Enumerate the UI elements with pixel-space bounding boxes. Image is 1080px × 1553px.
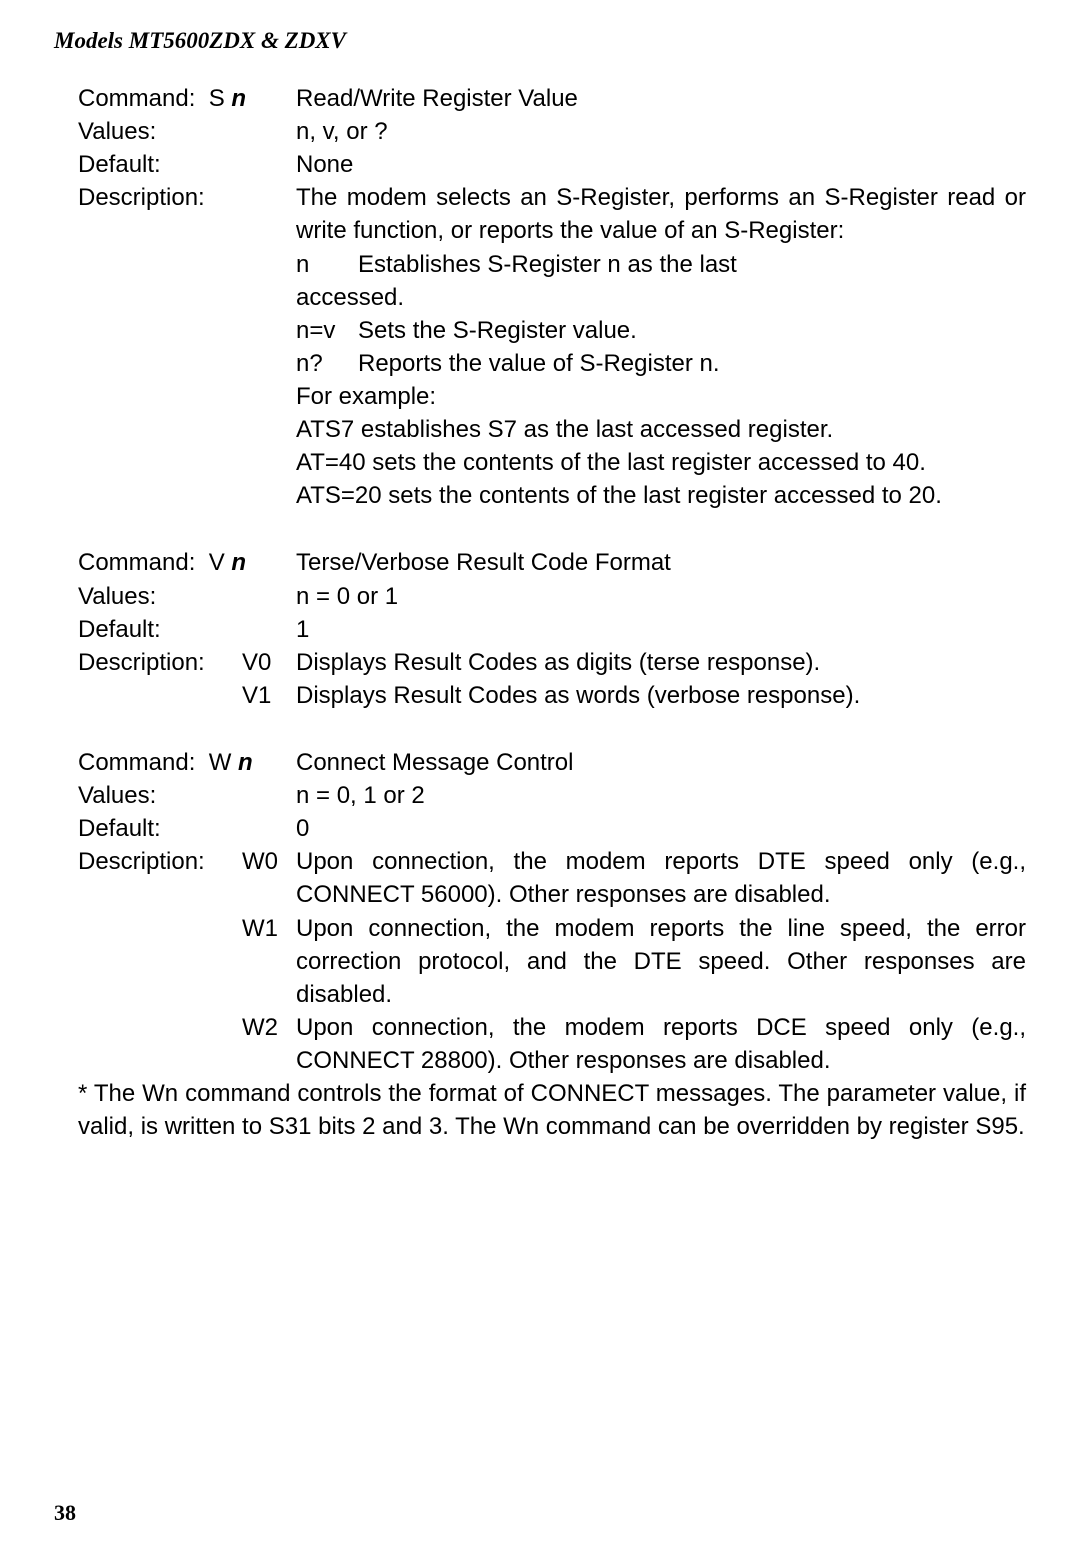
- command-param: n: [231, 85, 246, 112]
- command-block-w: Command: W n Connect Message Control Val…: [78, 746, 1026, 1077]
- description-intro: The modem selects an S-Register, perform…: [296, 181, 1026, 247]
- command-title: Read/Write Register Value: [296, 82, 1026, 115]
- example-label: For example:: [296, 380, 1026, 413]
- description-label: Description:: [78, 845, 242, 878]
- sub-text: Reports the value of S-Register n.: [358, 347, 720, 380]
- command-label: Command: W n: [78, 746, 242, 779]
- page-header: Models MT5600ZDX & ZDXV: [54, 28, 1026, 54]
- desc-sub: V1: [242, 679, 296, 712]
- sub-key: n: [296, 248, 358, 281]
- desc-sub: W2: [242, 1011, 296, 1044]
- command-code: S: [209, 85, 225, 112]
- values-text: n, v, or ?: [296, 115, 1026, 148]
- command-label: Command: S n: [78, 82, 242, 115]
- example-line: ATS7 establishes S7 as the last accessed…: [296, 413, 1026, 446]
- command-block-s: Command: S n Read/Write Register Value V…: [78, 82, 1026, 512]
- description-label: Description:: [78, 646, 242, 679]
- values-label: Values:: [78, 779, 242, 812]
- description-label: Description:: [78, 181, 242, 214]
- command-code: W: [209, 749, 232, 776]
- sub-text: Establishes S-Register n as the last: [358, 248, 737, 281]
- description-text: The modem selects an S-Register, perform…: [296, 181, 1026, 512]
- command-code: V: [209, 549, 225, 576]
- desc-sub: W1: [242, 912, 296, 945]
- values-label: Values:: [78, 580, 242, 613]
- sub-text: Sets the S-Register value.: [358, 314, 637, 347]
- footnote: * The Wn command controls the format of …: [78, 1077, 1026, 1143]
- command-param: n: [238, 749, 253, 776]
- values-text: n = 0 or 1: [296, 580, 1026, 613]
- command-param: n: [231, 549, 246, 576]
- sub-key: n=v: [296, 314, 358, 347]
- sub-text-after: accessed.: [296, 281, 1026, 314]
- values-label: Values:: [78, 115, 242, 148]
- values-text: n = 0, 1 or 2: [296, 779, 1026, 812]
- default-label: Default:: [78, 812, 242, 845]
- desc-text: Upon connection, the modem reports DTE s…: [296, 845, 1026, 911]
- desc-sub: W0: [242, 845, 296, 878]
- document-page: Models MT5600ZDX & ZDXV Command: S n Rea…: [0, 0, 1080, 1183]
- desc-text: Upon connection, the modem reports DCE s…: [296, 1011, 1026, 1077]
- command-block-v: Command: V n Terse/Verbose Result Code F…: [78, 546, 1026, 712]
- sub-key: n?: [296, 347, 358, 380]
- example-line: AT=40 sets the contents of the last regi…: [296, 446, 1026, 479]
- desc-sub: V0: [242, 646, 296, 679]
- default-label: Default:: [78, 148, 242, 181]
- desc-text: Displays Result Codes as digits (terse r…: [296, 646, 1026, 679]
- default-label: Default:: [78, 613, 242, 646]
- desc-text: Displays Result Codes as words (verbose …: [296, 679, 1026, 712]
- command-label: Command: V n: [78, 546, 242, 579]
- page-number: 38: [54, 1500, 76, 1526]
- default-text: None: [296, 148, 1026, 181]
- command-title: Connect Message Control: [296, 746, 1026, 779]
- command-title: Terse/Verbose Result Code Format: [296, 546, 1026, 579]
- desc-text: Upon connection, the modem reports the l…: [296, 912, 1026, 1011]
- default-text: 0: [296, 812, 1026, 845]
- default-text: 1: [296, 613, 1026, 646]
- example-line: ATS=20 sets the contents of the last reg…: [296, 479, 1026, 512]
